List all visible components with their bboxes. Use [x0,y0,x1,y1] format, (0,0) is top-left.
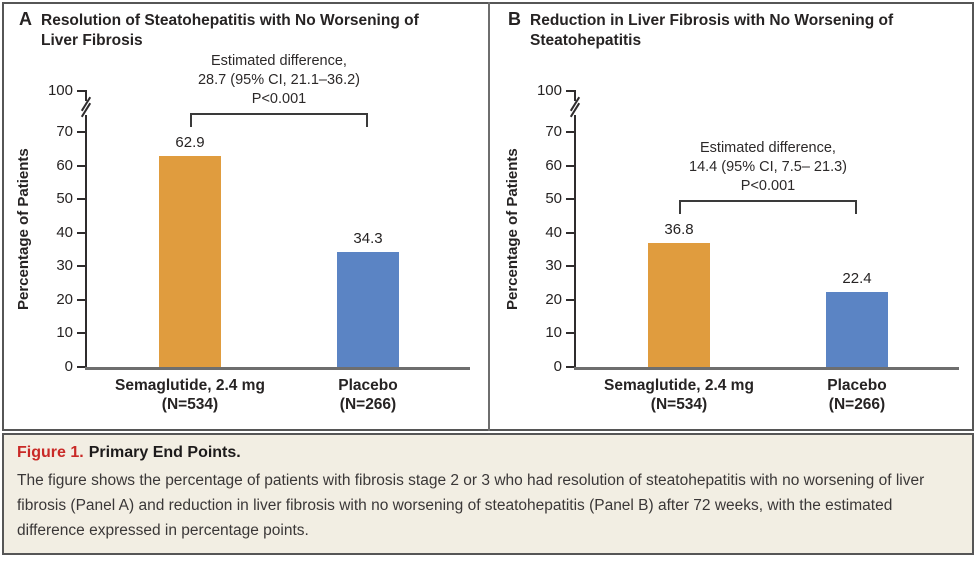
y-tick-label: 0 [64,358,73,375]
y-axis-line [574,115,576,367]
y-tick-label: 30 [56,257,73,275]
y-tick-mark [566,90,576,92]
y-tick-mark [566,332,576,335]
caption-heading: Figure 1. Primary End Points. [17,444,950,462]
comparison-bracket [679,200,857,214]
caption-body: The figure shows the percentage of patie… [17,472,925,539]
x-category-label: Placebo (N=266) [338,377,398,413]
y-tick-label: 70 [56,123,73,140]
figure-label: Figure 1. [17,444,84,461]
y-tick-label: 30 [545,257,562,275]
y-tick-mark [77,332,87,335]
y-tick-label: 0 [553,358,562,375]
y-tick-mark [566,164,576,167]
bar-semaglutide [648,243,710,367]
x-axis-line [574,367,959,370]
y-tick-mark [77,265,87,268]
estimated-difference-annotation: Estimated difference, 28.7 (95% CI, 21.1… [197,53,361,107]
y-tick-label: 60 [56,156,73,174]
y-tick-mark [77,164,87,167]
y-tick-mark [566,298,576,301]
y-tick-label: 50 [545,190,562,208]
y-tick-mark [77,298,87,301]
y-tick-label: 10 [545,324,562,342]
y-axis-line [85,91,87,101]
panel-a: A Resolution of Steatohepatitis with No … [0,0,489,431]
x-category-label: Semaglutide, 2.4 mg (N=534) [604,377,754,413]
x-axis-line [85,367,470,370]
x-category-label: Placebo (N=266) [827,377,887,413]
y-tick-label: 20 [56,290,73,308]
plot-area: 0 10 20 30 40 50 60 70 100 62.9 Semaglutide, 2.4 m… [0,0,489,431]
y-tick-label: 40 [56,223,73,241]
y-tick-label: 100 [536,82,562,99]
panel-title: Resolution of Steatohepatitis with No Wo… [41,12,419,49]
plot-area: 0 10 20 30 40 50 60 70 100 36.8 Semaglutide, 2.4 m… [489,0,978,431]
y-tick-mark [77,198,87,201]
y-tick-mark [77,131,87,133]
bar-value-label: 36.8 [664,221,694,239]
estimated-difference-annotation: Estimated difference, 14.4 (95% CI, 7.5–… [689,140,847,194]
y-tick-mark [566,131,576,133]
y-tick-label: 10 [56,324,73,342]
panel-b: B Reduction in Liver Fibrosis with No Wo… [489,0,978,431]
panel-letter: B [508,9,521,29]
y-tick-mark [566,265,576,268]
y-tick-mark [566,366,576,368]
bar-semaglutide [159,155,221,367]
y-tick-label: 20 [545,290,562,308]
y-tick-label: 50 [56,190,73,208]
y-tick-label: 70 [545,123,562,140]
panel-letter: A [19,9,32,29]
caption-title: Primary End Points. [88,444,241,461]
x-category-label: Semaglutide, 2.4 mg (N=534) [115,377,265,413]
y-tick-label: 60 [545,156,562,174]
y-tick-mark [77,90,87,92]
bar-placebo [337,251,399,367]
y-tick-mark [77,366,87,368]
y-tick-mark [566,198,576,201]
bar-placebo [826,291,888,367]
panel-title: Reduction in Liver Fibrosis with No Wors… [530,12,894,49]
y-tick-label: 40 [545,223,562,241]
bar-value-label: 22.4 [842,269,872,287]
y-tick-mark [566,231,576,234]
bar-value-label: 62.9 [175,133,205,151]
panel-divider [488,2,490,431]
y-axis-line [85,115,87,367]
y-tick-label: 100 [47,82,73,99]
comparison-bracket [190,113,368,127]
figure-caption: Figure 1. Primary End Points. The figure … [2,433,974,555]
y-axis-line [574,91,576,101]
bar-value-label: 34.3 [353,229,383,247]
y-tick-mark [77,231,87,234]
